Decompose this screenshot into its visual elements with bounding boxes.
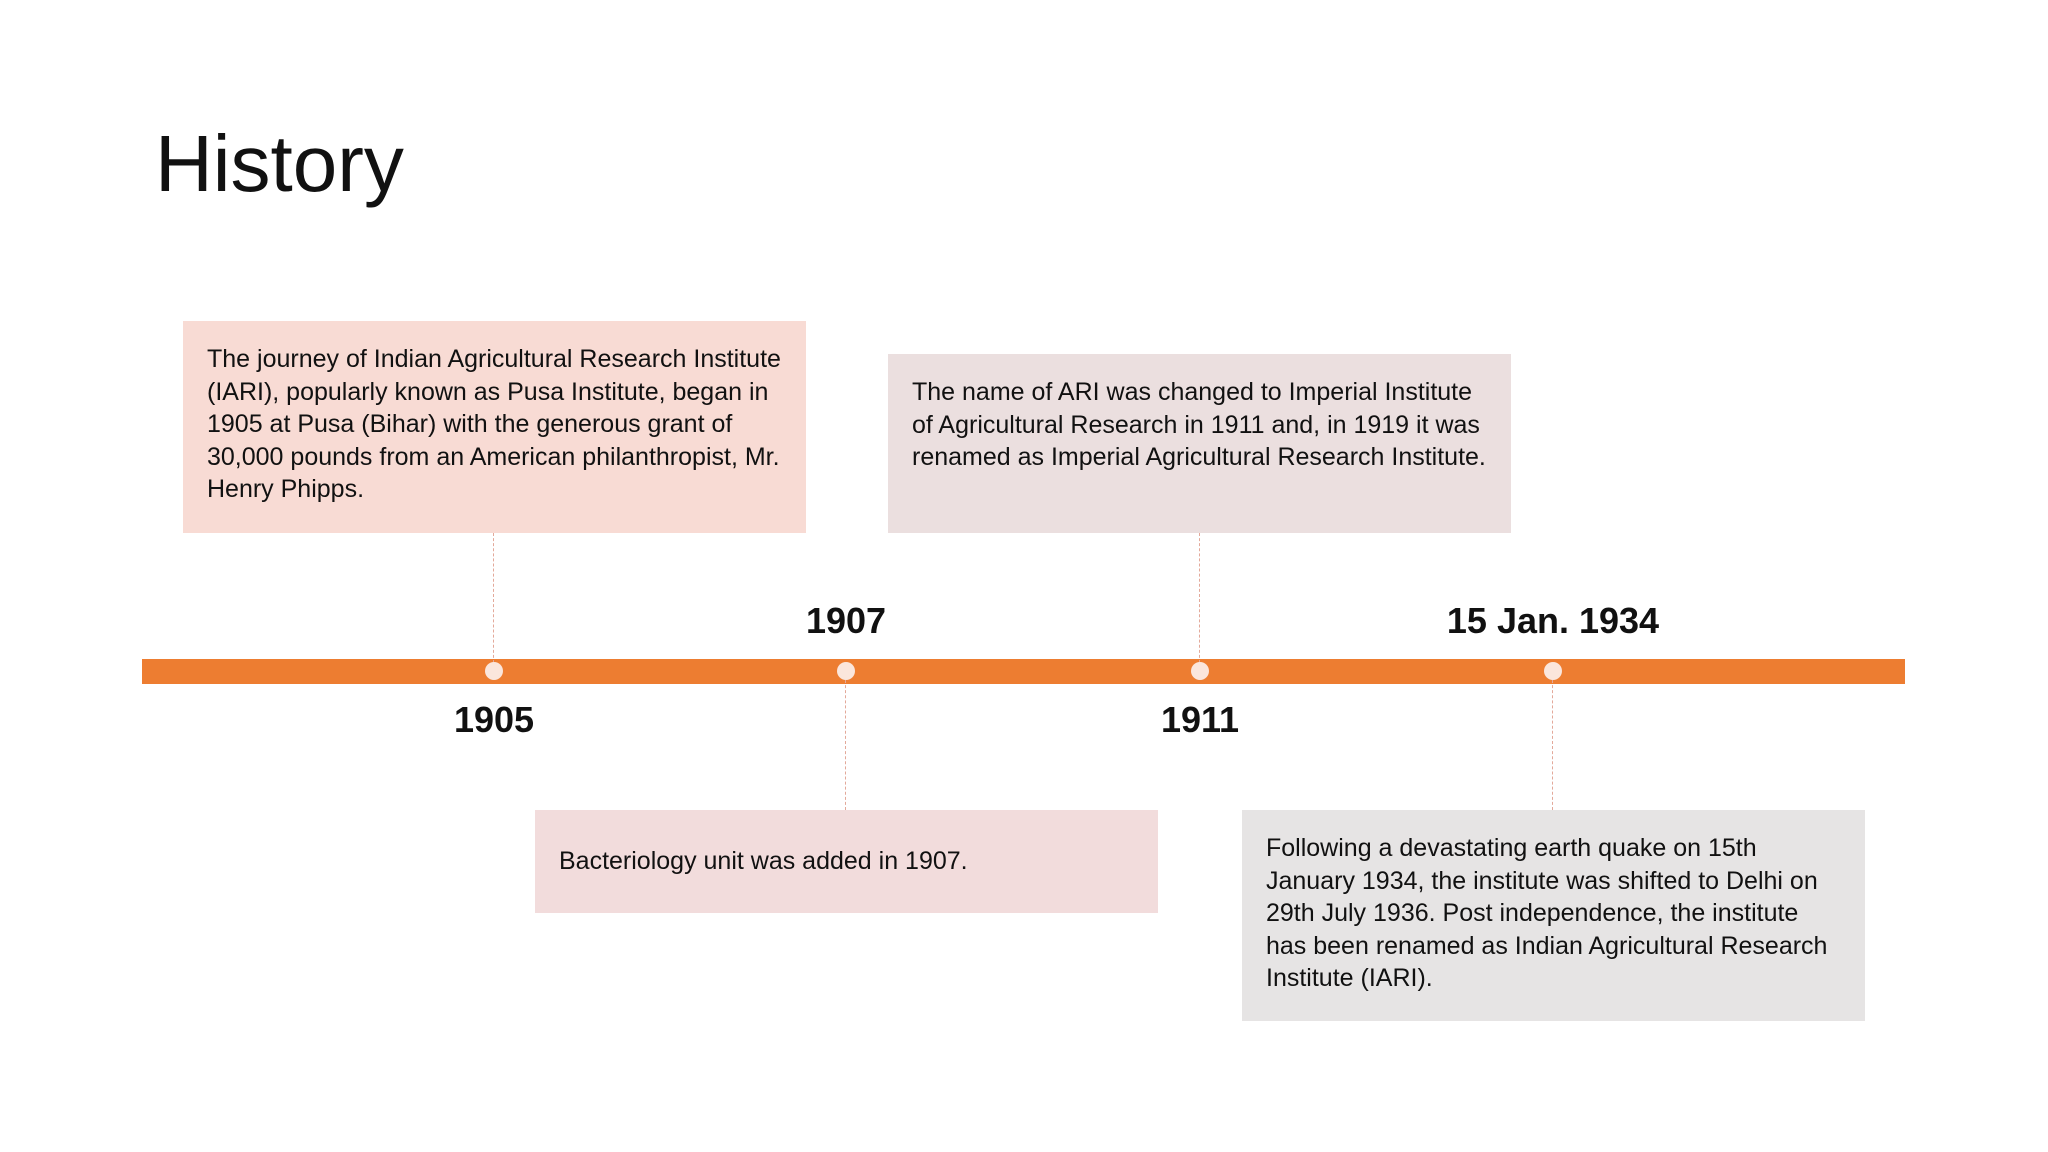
- event-text: The journey of Indian Agricultural Resea…: [183, 321, 806, 533]
- event-date: 1905: [453, 699, 535, 740]
- timeline-bar: [142, 659, 1905, 684]
- connector: [845, 680, 846, 810]
- connector: [1552, 680, 1553, 810]
- timeline-dot: [1191, 662, 1209, 680]
- connector: [1199, 533, 1200, 663]
- event-text: The name of ARI was changed to Imperial …: [888, 354, 1511, 533]
- event-text: Bacteriology unit was added in 1907.: [535, 810, 1158, 913]
- event-date: 1907: [805, 600, 887, 641]
- event-date: 1911: [1160, 699, 1240, 740]
- slide-title: History: [155, 119, 404, 208]
- connector: [493, 533, 494, 663]
- timeline-dot: [837, 662, 855, 680]
- event-date: 15 Jan. 1934: [1446, 600, 1660, 641]
- timeline-dot: [1544, 662, 1562, 680]
- timeline-dot: [485, 662, 503, 680]
- event-text: Following a devastating earth quake on 1…: [1242, 810, 1865, 1021]
